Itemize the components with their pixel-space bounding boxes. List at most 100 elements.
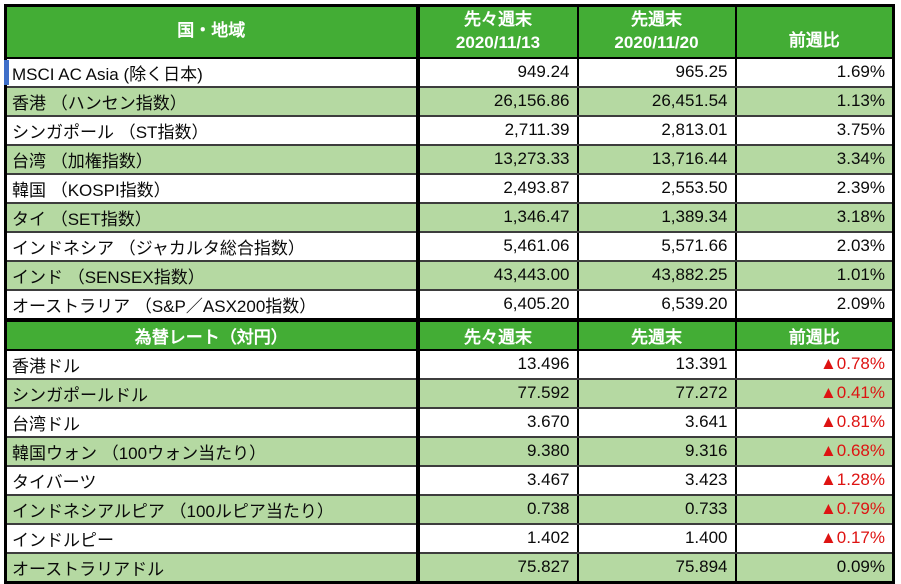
table-row: シンガポールドル 77.592 77.272 ▲0.41% (4, 377, 895, 409)
prev-week-value-cell: 0.733 (576, 493, 737, 525)
prev-week-value-cell: 3.641 (576, 406, 737, 438)
prev-week-value-cell: 965.25 (576, 56, 737, 88)
table-row: インドルピー 1.402 1.400 ▲0.17% (4, 522, 895, 554)
table-row: 台湾 （加権指数） 13,273.33 13,716.44 3.34% (4, 143, 895, 175)
table-row: シンガポール （ST指数） 2,711.39 2,813.01 3.75% (4, 114, 895, 146)
table-row: 韓国ウォン （100ウォン当たり） 9.380 9.316 ▲0.68% (4, 435, 895, 467)
prev2-week-value-cell: 9.380 (415, 435, 579, 467)
week-change-cell: ▲0.68% (734, 435, 895, 467)
week-change-cell: 1.13% (734, 85, 895, 117)
table-row: オーストラリアドル 75.827 75.894 0.09% (4, 551, 895, 583)
prev2-week-value-cell: 949.24 (415, 56, 579, 88)
prev2-week-value-cell: 5,461.06 (415, 230, 579, 262)
prev2-week-value-cell: 75.827 (415, 551, 579, 583)
week-change-cell: 2.09% (734, 288, 895, 321)
week-change-cell: 3.75% (734, 114, 895, 146)
prev-week-value-cell: 77.272 (576, 377, 737, 409)
week-change-cell: 2.39% (734, 172, 895, 204)
prev2-week-value-cell: 77.592 (415, 377, 579, 409)
prev2-week-value-cell: 13.496 (415, 348, 579, 380)
week-change-column-header: 前週比 (734, 317, 895, 351)
label-cell: タイバーツ (4, 464, 419, 496)
fx-column-header: 為替レート（対円） (4, 317, 419, 351)
index-header-row: 国・地域 先々週末 2020/11/13 先週末 2020/11/20 前週比 (4, 4, 895, 59)
prev-week-value-cell: 13.391 (576, 348, 737, 380)
prev-week-label: 先週末 (631, 9, 682, 29)
week-change-cell: ▲0.79% (734, 493, 895, 525)
prev2-week-value-cell: 2,711.39 (415, 114, 579, 146)
prev2-week-value-cell: 26,156.86 (415, 85, 579, 117)
label-cell: インドネシアルピア （100ルピア当たり） (4, 493, 419, 525)
prev-week-value-cell: 1,389.34 (576, 201, 737, 233)
prev2-week-label: 先々週末 (464, 9, 532, 29)
week-change-cell: ▲0.41% (734, 377, 895, 409)
market-data-table: 国・地域 先々週末 2020/11/13 先週末 2020/11/20 前週比 … (4, 4, 895, 584)
prev-week-value-cell: 2,553.50 (576, 172, 737, 204)
prev2-week-column-header: 先々週末 (415, 317, 579, 351)
prev2-week-value-cell: 1,346.47 (415, 201, 579, 233)
week-change-cell: 1.01% (734, 259, 895, 291)
table-row: 香港 （ハンセン指数） 26,156.86 26,451.54 1.13% (4, 85, 895, 117)
label-cell: 台湾 （加権指数） (4, 143, 419, 175)
prev-week-value-cell: 1.400 (576, 522, 737, 554)
table-row: タイバーツ 3.467 3.423 ▲1.28% (4, 464, 895, 496)
label-cell: タイ （SET指数） (4, 201, 419, 233)
label-cell: シンガポール （ST指数） (4, 114, 419, 146)
week-change-cell: ▲0.17% (734, 522, 895, 554)
table-row: MSCI AC Asia (除く日本) 949.24 965.25 1.69% (4, 56, 895, 88)
table-row: インドネシア （ジャカルタ総合指数） 5,461.06 5,571.66 2.0… (4, 230, 895, 262)
prev-week-value-cell: 2,813.01 (576, 114, 737, 146)
week-change-cell: 3.34% (734, 143, 895, 175)
prev2-week-date: 2020/11/13 (455, 32, 541, 52)
week-change-cell: ▲1.28% (734, 464, 895, 496)
prev-week-value-cell: 13,716.44 (576, 143, 737, 175)
prev2-week-column-header: 先々週末 2020/11/13 (415, 4, 579, 59)
label-cell: 韓国 （KOSPI指数） (4, 172, 419, 204)
prev2-week-value-cell: 0.738 (415, 493, 579, 525)
region-column-header: 国・地域 (4, 4, 419, 59)
label-cell: インドネシア （ジャカルタ総合指数） (4, 230, 419, 262)
table-row: 韓国 （KOSPI指数） 2,493.87 2,553.50 2.39% (4, 172, 895, 204)
prev-week-value-cell: 26,451.54 (576, 85, 737, 117)
label-cell: 韓国ウォン （100ウォン当たり） (4, 435, 419, 467)
prev2-week-value-cell: 43,443.00 (415, 259, 579, 291)
week-change-column-header: 前週比 (734, 4, 895, 59)
prev2-week-value-cell: 2,493.87 (415, 172, 579, 204)
week-change-cell: ▲0.81% (734, 406, 895, 438)
prev-week-value-cell: 9.316 (576, 435, 737, 467)
prev2-week-value-cell: 3.467 (415, 464, 579, 496)
label-cell: MSCI AC Asia (除く日本) (4, 56, 419, 88)
label-cell: インドルピー (4, 522, 419, 554)
week-change-cell: ▲0.78% (734, 348, 895, 380)
prev-week-value-cell: 75.894 (576, 551, 737, 583)
table-row: 台湾ドル 3.670 3.641 ▲0.81% (4, 406, 895, 438)
table-row: インドネシアルピア （100ルピア当たり） 0.738 0.733 ▲0.79% (4, 493, 895, 525)
label-cell: 香港ドル (4, 348, 419, 380)
label-cell: オーストラリアドル (4, 551, 419, 583)
fx-header-row: 為替レート（対円） 先々週末 先週末 前週比 (4, 317, 895, 351)
prev2-week-value-cell: 1.402 (415, 522, 579, 554)
label-cell: オーストラリア （S&P／ASX200指数） (4, 288, 419, 321)
prev-week-value-cell: 43,882.25 (576, 259, 737, 291)
prev-week-column-header: 先週末 (576, 317, 737, 351)
active-cell-indicator (4, 60, 9, 85)
prev-week-value-cell: 5,571.66 (576, 230, 737, 262)
week-change-cell: 1.69% (734, 56, 895, 88)
prev2-week-value-cell: 6,405.20 (415, 288, 579, 321)
week-change-cell: 3.18% (734, 201, 895, 233)
prev-week-column-header: 先週末 2020/11/20 (576, 4, 737, 59)
label-cell: シンガポールドル (4, 377, 419, 409)
table-row: タイ （SET指数） 1,346.47 1,389.34 3.18% (4, 201, 895, 233)
prev-week-value-cell: 6,539.20 (576, 288, 737, 321)
label-cell: 台湾ドル (4, 406, 419, 438)
prev2-week-value-cell: 13,273.33 (415, 143, 579, 175)
table-row: インド （SENSEX指数） 43,443.00 43,882.25 1.01% (4, 259, 895, 291)
week-change-cell: 2.03% (734, 230, 895, 262)
label-cell: インド （SENSEX指数） (4, 259, 419, 291)
prev2-week-value-cell: 3.670 (415, 406, 579, 438)
prev-week-date: 2020/11/20 (614, 32, 699, 52)
week-change-cell: 0.09% (734, 551, 895, 583)
label-cell: 香港 （ハンセン指数） (4, 85, 419, 117)
table-row: 香港ドル 13.496 13.391 ▲0.78% (4, 348, 895, 380)
